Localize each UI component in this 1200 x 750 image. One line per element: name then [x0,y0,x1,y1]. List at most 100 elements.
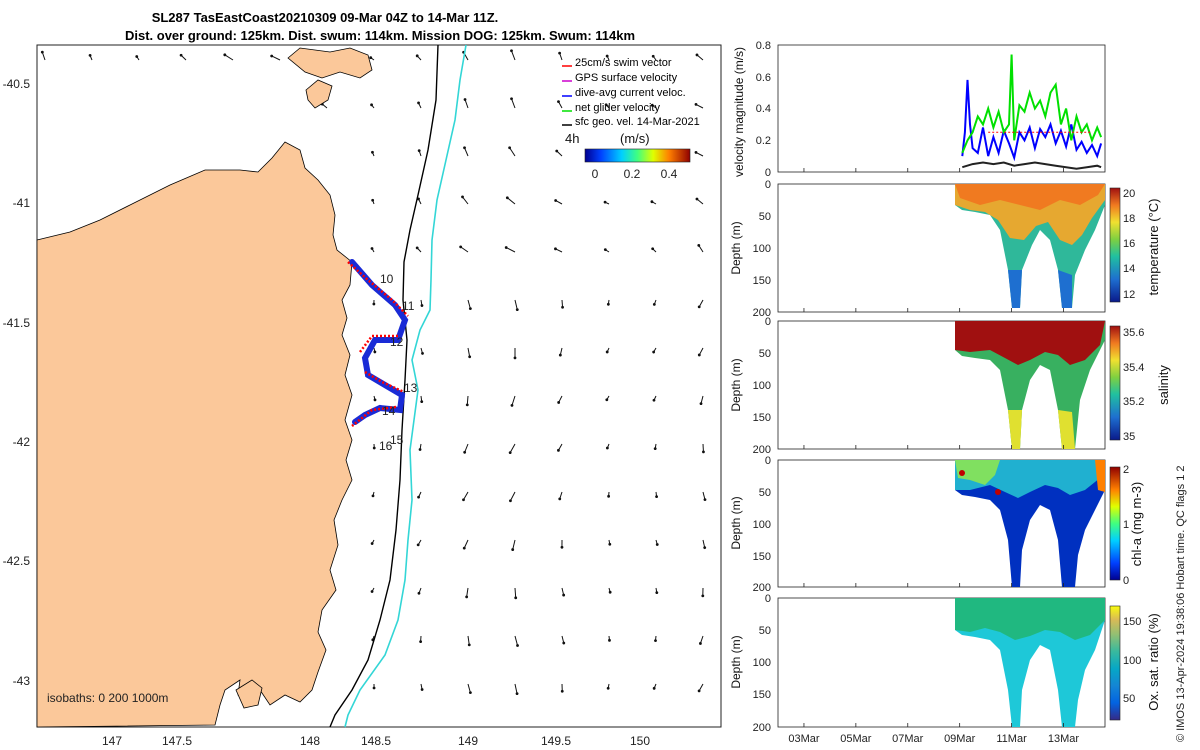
vel-ylabel: velocity magnitude (m/s) [732,47,746,177]
colorbar-unit: (m/s) [620,131,650,146]
current-arrow-head [695,197,699,201]
current-arrow-head [608,542,612,546]
time-axis: 03Mar 05Mar 07Mar 09Mar 11Mar 13Mar [788,168,1079,745]
current-arrow-head [462,546,466,550]
current-arrow-head [420,688,424,691]
ox-ytick-100: 100 [753,657,771,669]
current-arrow [505,247,516,253]
current-arrow-head [468,355,472,359]
current-arrow [463,539,469,549]
sal-ytick-150: 150 [753,412,771,424]
island-c [235,679,263,709]
ox-cb-100: 100 [1123,655,1141,667]
vel-ytick-0.4: 0.4 [756,103,771,115]
swim-vectors [347,261,409,427]
ox-cb-150: 150 [1123,616,1141,628]
temp-cb-14: 14 [1123,263,1135,275]
current-arrow-head [468,307,472,311]
chl-ytick-50: 50 [759,487,771,499]
scale-label: 4h [565,131,579,146]
current-arrow-head [606,686,610,690]
current-arrow-head [654,639,657,643]
current-arrow-head [608,590,612,594]
chl-field [955,460,1105,587]
current-arrow-head [608,638,611,642]
legend-gps: GPS surface velocity [575,72,678,84]
sal-ytick-0: 0 [765,316,771,328]
chl-cb-0: 0 [1123,575,1129,587]
current-arrow [511,50,516,61]
current-arrow [510,491,516,501]
current-arrow [460,246,469,253]
current-arrow-head [694,103,698,106]
current-arrow-head [652,350,656,354]
current-arrow-head [420,400,424,403]
current-arrow [271,55,281,61]
current-arrow-head [560,689,564,693]
current-arrow-head [370,247,374,250]
legend-sfc: sfc geo. vel. 14-Mar-2021 [575,116,700,128]
time-tick-label: 11Mar [996,733,1027,745]
current-arrow-head [40,50,44,54]
current-arrow-head [699,642,702,645]
current-arrow-head [655,495,658,499]
current-arrow-head [652,398,656,402]
island-a [287,47,373,79]
current-arrow-head [508,451,512,454]
current-arrow-head [465,595,469,599]
ox-ytick-0: 0 [765,593,771,605]
current-arrow-head [653,447,657,451]
current-arrow-head [562,593,566,597]
ox-ytick-150: 150 [753,689,771,701]
temp-ylabel: Depth (m) [729,221,743,274]
current-arrow-head [703,546,707,550]
chl-ylabel: Depth (m) [729,496,743,549]
current-arrow-head [369,56,373,60]
lat-tick-41-5: -41.5 [3,316,31,330]
current-arrow-head [694,151,698,154]
time-tick-label: 09Mar [944,733,976,745]
current-arrow-head [652,302,656,306]
current-arrow-head [420,304,424,307]
current-arrow [467,635,470,645]
current-arrow-head [465,403,469,407]
time-tick-label: 03Mar [788,733,820,745]
current-arrow-head [650,103,654,107]
current-arrow-head [417,591,421,595]
temp-cb-20: 20 [1123,188,1135,200]
current-arrow-head [372,446,376,450]
current-arrow-head [516,644,519,647]
vel-ytick-0.2: 0.2 [756,135,771,147]
temp-cblabel: temperature (°C) [1146,199,1161,296]
legend-net: net glider velocity [575,102,660,114]
current-arrow-head [699,402,703,406]
chl-ytick-200: 200 [753,582,771,594]
current-arrow-head [695,53,699,57]
current-arrow-head [607,494,611,498]
velocity-series-0 [961,79,1103,162]
ox-ytick-50: 50 [759,625,771,637]
current-arrow-head [417,101,420,105]
current-arrow-head [655,543,659,546]
current-arrow-head [555,149,559,153]
isobath-label: isobaths: 0 200 1000m [47,691,168,705]
current-arrow-head [270,54,274,58]
current-arrow-head [421,352,424,355]
ox-ytick-200: 200 [753,722,771,734]
temp-ytick-50: 50 [759,211,771,223]
ox-field [955,598,1105,727]
current-arrow [463,491,469,500]
legend-swim: 25cm/s swim vector [575,57,672,69]
temp-cb-16: 16 [1123,238,1135,250]
current-arrow-head [179,53,183,57]
current-arrow-head [603,200,607,204]
current-arrow-head [605,446,609,450]
current-arrow-head [370,103,373,107]
day-label-10: 10 [380,272,394,286]
current-arrow-head [603,248,607,252]
current-arrow [466,587,469,597]
velocity-series-3 [962,161,1102,170]
lon-tick-149: 149 [458,734,478,748]
temp-ytick-0: 0 [765,179,771,191]
